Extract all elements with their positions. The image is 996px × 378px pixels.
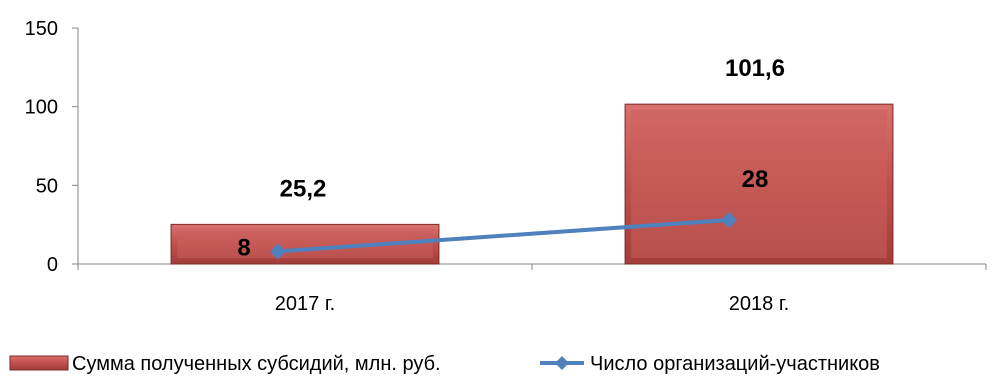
line-marker <box>721 211 737 228</box>
y-tick-label: 0 <box>47 254 58 276</box>
line-series <box>270 211 737 260</box>
legend-swatch-subsidies <box>9 355 69 371</box>
y-tick-label: 150 <box>25 18 58 40</box>
bar-data-label: 101,6 <box>725 55 785 82</box>
y-axis: 0 50 100 150 <box>25 18 79 276</box>
line-data-label: 8 <box>237 234 250 261</box>
line-marker <box>270 243 286 260</box>
bar-bevel <box>631 110 887 259</box>
series-line <box>277 217 730 254</box>
bar-data-label: 25,2 <box>280 175 327 202</box>
data-labels: 25,2 101,6 8 28 <box>237 55 785 261</box>
legend-label-subsidies: Сумма полученных субсидий, млн. руб. <box>72 353 441 375</box>
x-tick-label: 2018 г. <box>729 293 789 315</box>
bar-series <box>170 103 894 265</box>
legend-label-organizations: Число организаций-участников <box>590 353 880 375</box>
x-tick-label: 2017 г. <box>275 293 335 315</box>
x-axis: 2017 г. 2018 г. <box>77 263 987 315</box>
legend: Сумма полученных субсидий, млн. руб. Чис… <box>9 353 880 375</box>
line-data-label: 28 <box>742 166 769 193</box>
y-tick-label: 50 <box>36 175 58 197</box>
legend-swatch-marker <box>555 356 569 370</box>
y-tick-label: 100 <box>25 97 58 119</box>
